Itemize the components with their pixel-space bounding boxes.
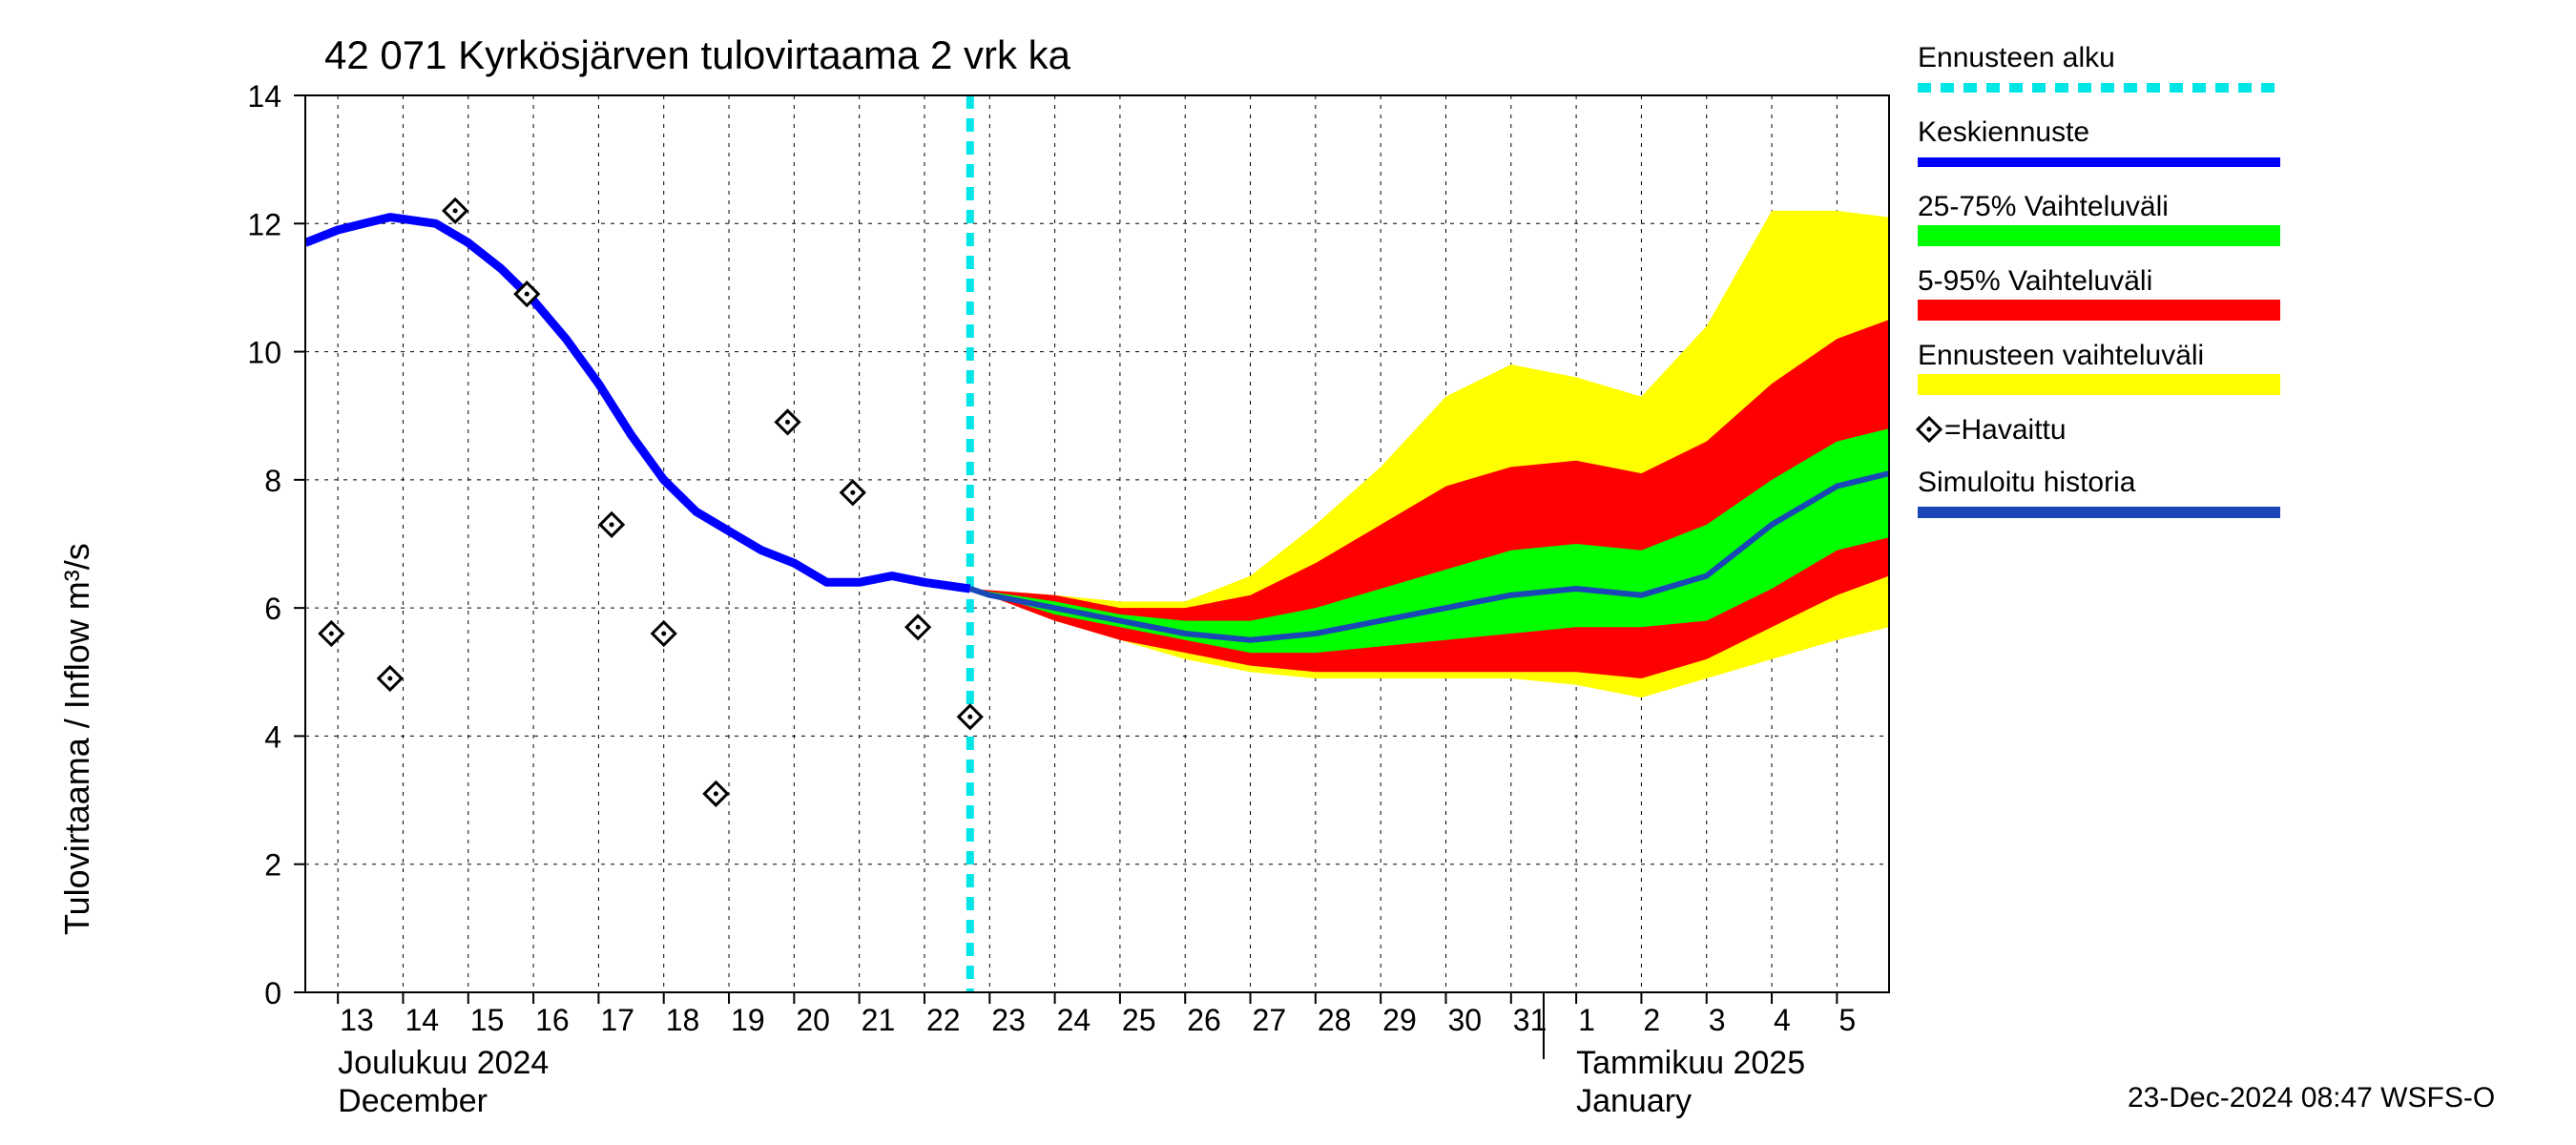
x-tick-label: 2 (1643, 1003, 1660, 1037)
legend-median-label: Keskiennuste (1918, 116, 2089, 148)
x-tick-label: 16 (535, 1003, 570, 1037)
observed-marker-dot (714, 791, 718, 796)
x-tick-label: 1 (1578, 1003, 1595, 1037)
observed-marker-dot (967, 715, 972, 719)
observed-marker-dot (453, 208, 458, 213)
observed-marker-dot (329, 632, 334, 636)
legend-observed-label: =Havaittu (1944, 414, 2067, 446)
x-tick-label: 28 (1318, 1003, 1352, 1037)
legend-sim-history-label: Simuloitu historia (1918, 467, 2136, 498)
y-tick-label: 14 (247, 79, 281, 114)
y-tick-label: 8 (264, 464, 281, 498)
chart-svg: 0246810121413141516171819202122232425262… (0, 0, 2576, 1145)
legend-forecast-start-label: Ennusteen alku (1918, 42, 2115, 73)
legend-p25-75-swatch (1918, 225, 2280, 246)
x-tick-label: 30 (1447, 1003, 1482, 1037)
x-tick-label: 22 (926, 1003, 961, 1037)
x-tick-label: 23 (991, 1003, 1026, 1037)
x-tick-label: 29 (1382, 1003, 1417, 1037)
x-tick-label: 25 (1122, 1003, 1156, 1037)
x-tick-label: 4 (1774, 1003, 1791, 1037)
observed-marker-dot (387, 677, 392, 681)
observed-marker-dot (661, 632, 666, 636)
footer-timestamp: 23-Dec-2024 08:47 WSFS-O (2128, 1082, 2495, 1114)
x-tick-label: 21 (862, 1003, 896, 1037)
y-tick-label: 6 (264, 592, 281, 626)
month-label-1: Joulukuu 2024 (338, 1045, 549, 1081)
observed-marker-dot (610, 522, 614, 527)
x-tick-label: 26 (1187, 1003, 1221, 1037)
observed-marker-dot (785, 420, 790, 425)
legend-p5-95-swatch (1918, 300, 2280, 321)
x-tick-label: 18 (666, 1003, 700, 1037)
x-tick-label: 19 (731, 1003, 765, 1037)
y-tick-label: 4 (264, 719, 281, 754)
x-tick-label: 31 (1513, 1003, 1548, 1037)
month-label-1: Tammikuu 2025 (1576, 1045, 1805, 1081)
legend-full-range-label: Ennusteen vaihteluväli (1918, 340, 2204, 371)
x-tick-label: 14 (405, 1003, 439, 1037)
y-tick-label: 10 (247, 336, 281, 370)
x-tick-label: 13 (340, 1003, 374, 1037)
legend-full-range-swatch (1918, 374, 2280, 395)
legend-p25-75-label: 25-75% Vaihteluväli (1918, 191, 2169, 222)
y-axis-label: Tulovirtaama / Inflow m³/s (57, 543, 97, 935)
y-tick-label: 12 (247, 207, 281, 241)
x-tick-label: 3 (1709, 1003, 1726, 1037)
observed-marker-dot (850, 490, 855, 495)
observed-marker-dot (916, 625, 921, 630)
chart-container: Tulovirtaama / Inflow m³/s 0246810121413… (0, 0, 2576, 1145)
x-tick-label: 15 (470, 1003, 505, 1037)
x-tick-label: 27 (1253, 1003, 1287, 1037)
month-label-2: December (338, 1083, 488, 1119)
x-tick-label: 17 (600, 1003, 634, 1037)
x-tick-label: 20 (796, 1003, 830, 1037)
legend-observed-marker-dot (1927, 427, 1932, 432)
x-tick-label: 5 (1839, 1003, 1856, 1037)
sim-history-line (305, 218, 970, 589)
month-label-2: January (1576, 1083, 1692, 1119)
chart-title: 42 071 Kyrkösjärven tulovirtaama 2 vrk k… (324, 32, 1071, 77)
legend-p5-95-label: 5-95% Vaihteluväli (1918, 265, 2152, 297)
x-tick-label: 24 (1057, 1003, 1091, 1037)
y-tick-label: 2 (264, 848, 281, 883)
observed-marker-dot (525, 292, 530, 297)
y-tick-label: 0 (264, 976, 281, 1010)
